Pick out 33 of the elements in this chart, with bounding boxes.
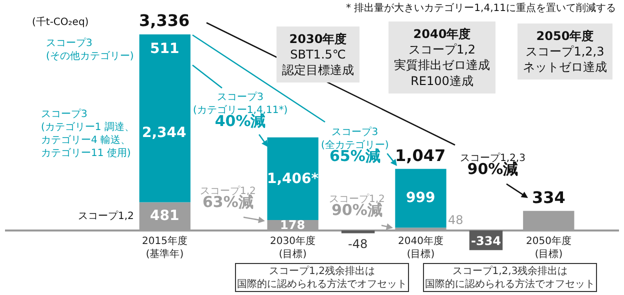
- x-tick-label: 2030年度 (目標): [270, 235, 316, 260]
- data-label: 511: [150, 41, 180, 57]
- series-label: スコープ3 (カテゴリー1 調達、カテゴリー4 輸送、カテゴリー11 使用): [41, 108, 134, 159]
- text: (千t-CO₂eq): [32, 16, 89, 28]
- annotation: スコープ1,2,3 90%減: [460, 152, 526, 178]
- data-label: 48: [448, 213, 464, 227]
- data-label: 2,344: [142, 125, 187, 141]
- data-label: -334: [471, 234, 502, 248]
- data-label: 1,406*: [267, 171, 320, 187]
- text: * 排出量が大きいカテゴリー1,4,11に重点を置いて削減する: [346, 2, 616, 14]
- annotation: 2040年度スコープ1,2実質排出ゼロ達成RE100達成: [394, 27, 490, 88]
- x-tick-label: 2015年度 (基準年): [142, 235, 188, 260]
- data-label: -48: [348, 237, 368, 251]
- data-label: 178: [280, 218, 306, 232]
- data-label: 481: [150, 208, 180, 224]
- annotation: 1,047: [395, 146, 446, 165]
- series-label: スコープ3 (その他カテゴリー): [46, 37, 134, 62]
- total-label: 3,336: [139, 11, 190, 30]
- bar: [341, 230, 375, 234]
- text: スコープ1,2,3残余排出は国際的に認められる方法でオフセット: [425, 265, 595, 290]
- x-tick-label: 2050年度 (目標): [526, 235, 572, 260]
- annotation: 2050年度スコープ1,2,3ネットゼロ達成: [523, 29, 607, 74]
- annotation: スコープ3 (カテゴリー1,4,11*) 40%減: [193, 91, 288, 130]
- x-tick-label: 2040年度 (目標): [398, 235, 444, 260]
- annotation: 334: [532, 188, 566, 207]
- bar: [395, 168, 446, 228]
- data-label: 999: [406, 190, 436, 206]
- series-label: スコープ1,2: [78, 210, 134, 222]
- text: スコープ1,2残余排出は国際的に認められる方法でオフセット: [237, 265, 407, 290]
- annotation: スコープ1,2 63%減: [200, 185, 256, 211]
- annotation: 2030年度 SBT1.5℃ 認定目標達成: [282, 32, 354, 78]
- annotation: スコープ3 (全カテゴリー) 65%減: [321, 126, 389, 165]
- annotation: スコープ1,2 90%減: [329, 193, 385, 219]
